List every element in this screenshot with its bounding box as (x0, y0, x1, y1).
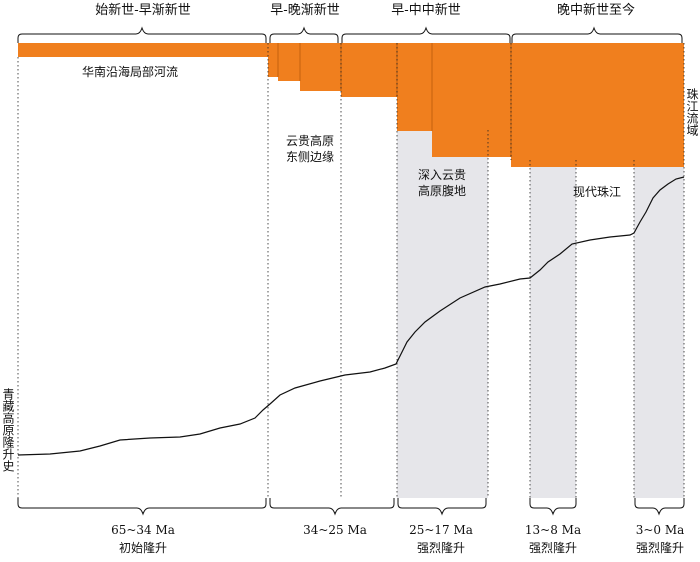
phase-label-3: 强烈隆升 (417, 540, 465, 555)
bar-miocene-2 (397, 43, 432, 131)
brace-65-34 (17, 498, 267, 516)
label-east-margin-1: 云贵高原 (286, 133, 334, 148)
label-tibetan-uplift-history: 青藏高原隆升史 (1, 388, 15, 472)
epoch-title-4: 晚中新世至今 (557, 2, 635, 18)
shade-25-17ma (397, 130, 488, 498)
shade-3-0ma (634, 160, 684, 498)
region-labels: 华南沿海局部河流 云贵高原 东侧边缘 深入云贵 高原腹地 现代珠江 (82, 64, 621, 199)
label-east-margin-2: 东侧边缘 (286, 150, 334, 164)
brace-25-17 (397, 498, 487, 516)
brace-3-0 (634, 498, 685, 516)
uplift-shading (397, 130, 684, 498)
epoch-title-3: 早-中中新世 (391, 2, 460, 18)
brace-34-25 (269, 498, 395, 516)
label-modern-pearl-river: 现代珠江 (573, 185, 621, 199)
phase-range-2: 34~25 Ma (303, 523, 367, 537)
bar-miocene-3 (432, 43, 511, 157)
label-coastal-rivers: 华南沿海局部河流 (82, 64, 178, 79)
bar-miocene-1 (341, 43, 397, 97)
brace-late-miocene (511, 26, 683, 43)
phase-range-1: 65~34 Ma (111, 523, 175, 537)
phase-label-1: 初始隆升 (119, 540, 167, 555)
bar-oligocene-1 (268, 43, 278, 77)
bar-oligocene-3 (300, 43, 341, 91)
boundary-lines (17, 43, 685, 498)
bar-oligocene-2 (278, 43, 300, 81)
phase-label-4: 强烈隆升 (529, 540, 577, 555)
brace-13-8 (529, 498, 577, 516)
brace-oligocene (269, 26, 339, 43)
brace-eocene (17, 26, 267, 43)
epoch-titles: 始新世-早渐新世 早-晚渐新世 早-中中新世 晚中新世至今 (95, 2, 635, 18)
epoch-title-2: 早-晚渐新世 (270, 2, 339, 18)
drainage-bars (18, 43, 684, 167)
phase-braces (17, 498, 685, 516)
phase-range-5: 3~0 Ma (636, 523, 685, 537)
phase-labels: 65~34 Ma 初始隆升 34~25 Ma 25~17 Ma 强烈隆升 13~… (111, 523, 684, 555)
uplift-curve (17, 176, 685, 456)
phase-label-5: 强烈隆升 (636, 540, 684, 555)
phase-range-4: 13~8 Ma (525, 523, 581, 537)
label-hinterland-1: 深入云贵 (418, 168, 466, 182)
epoch-title-1: 始新世-早渐新世 (95, 2, 190, 18)
brace-early-middle-miocene (341, 26, 511, 43)
phase-range-3: 25~17 Ma (409, 523, 473, 537)
bar-coastal (18, 43, 268, 57)
epoch-braces (17, 26, 683, 43)
label-pearl-basin: 珠江流域 (685, 88, 699, 136)
shade-13-8ma (530, 160, 576, 498)
label-hinterland-2: 高原腹地 (418, 183, 466, 198)
bar-late-miocene (511, 43, 684, 167)
